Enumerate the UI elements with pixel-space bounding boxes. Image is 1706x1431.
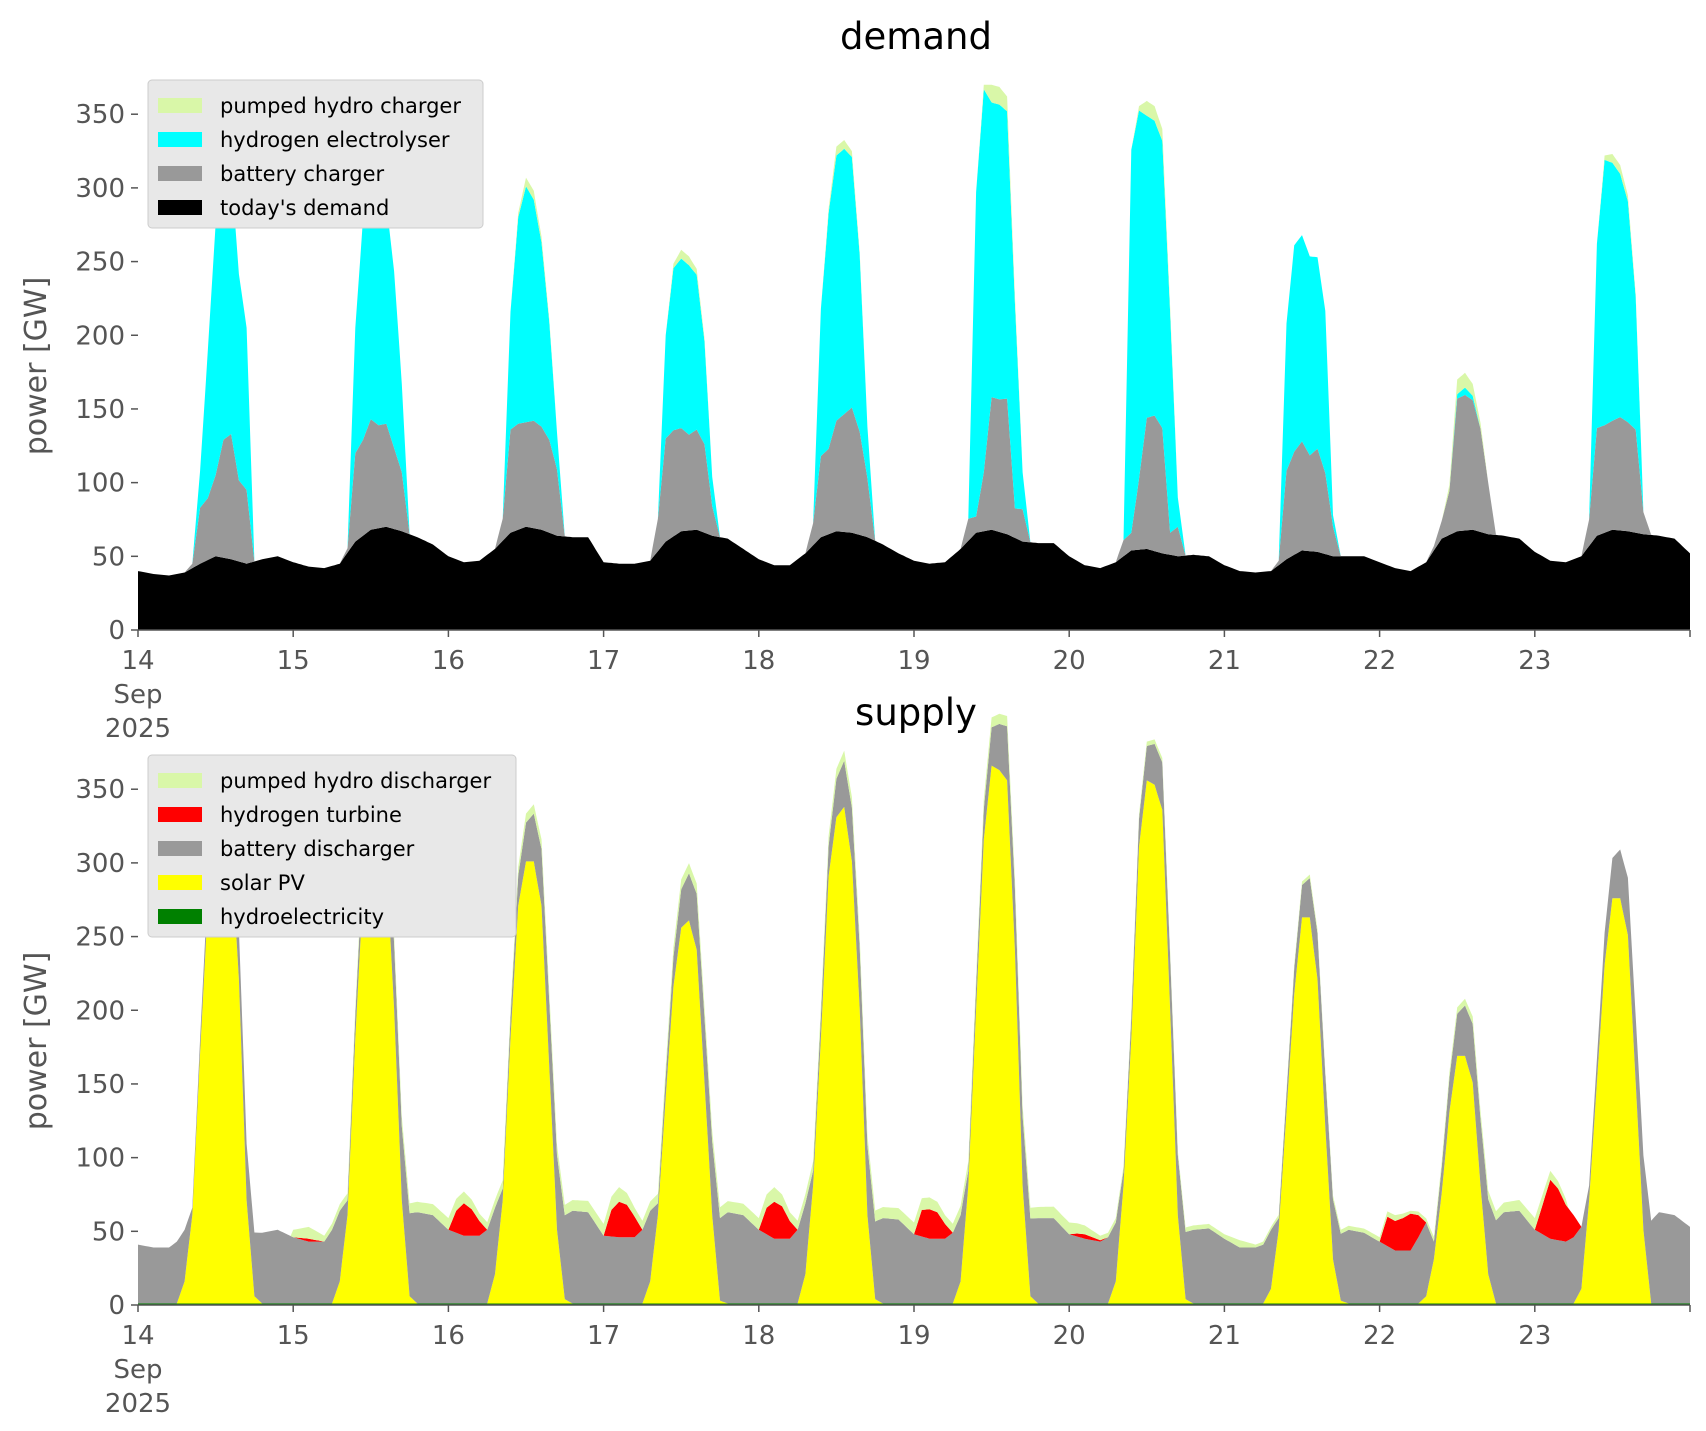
demand-x-tick-label: 20 bbox=[1053, 646, 1086, 676]
supply-y-axis-label: power [GW] bbox=[19, 952, 54, 1131]
supply-title: supply bbox=[855, 691, 977, 734]
supply-legend-swatch-hydrogen-turbine bbox=[158, 807, 202, 822]
supply-legend-label-pumped-hydro-discharger: pumped hydro discharger bbox=[220, 769, 491, 793]
supply-x-tick-label: 22 bbox=[1363, 1321, 1396, 1351]
demand-panel: demand power [GW] 0 50 100 150 200 250 300 350 1… bbox=[19, 15, 1691, 744]
supply-y-tick-label: 100 bbox=[75, 1144, 125, 1174]
demand-x-tick-label: 21 bbox=[1208, 646, 1241, 676]
demand-legend-swatch-hydrogen-electrolyser bbox=[158, 132, 202, 147]
supply-x-tick-label: 16 bbox=[432, 1321, 465, 1351]
demand-y-tick-label: 150 bbox=[75, 395, 125, 425]
supply-x-tick-label: 17 bbox=[587, 1321, 620, 1351]
demand-x-tick-label: 18 bbox=[742, 646, 775, 676]
demand-area-today-s-demand bbox=[138, 526, 1690, 630]
demand-x-tick-label: 23 bbox=[1518, 646, 1551, 676]
demand-legend: pumped hydro charger hydrogen electrolyse… bbox=[147, 79, 484, 229]
demand-y-tick-label: 350 bbox=[75, 100, 125, 130]
supply-y-tick-label: 200 bbox=[75, 996, 125, 1026]
supply-legend-swatch-pumped-hydro-discharger bbox=[158, 773, 202, 788]
demand-x-tick-label: 22 bbox=[1363, 646, 1396, 676]
demand-x-tick-label: 19 bbox=[897, 646, 930, 676]
supply-x-tick-label: Sep bbox=[113, 1355, 162, 1385]
demand-y-tick-label: 300 bbox=[75, 174, 125, 204]
supply-legend-label-solar-pv: solar PV bbox=[220, 871, 305, 895]
supply-legend: pumped hydro discharger hydrogen turbine b… bbox=[147, 754, 517, 938]
supply-legend-swatch-hydroelectricity bbox=[158, 909, 202, 924]
supply-x-tick-label: 18 bbox=[742, 1321, 775, 1351]
supply-x-tick-label: 21 bbox=[1208, 1321, 1241, 1351]
supply-area-battery-discharger bbox=[138, 723, 1690, 1304]
supply-y-tick-label: 250 bbox=[75, 923, 125, 953]
supply-x-tick-label: 14 bbox=[121, 1321, 154, 1351]
demand-area-battery-charger bbox=[138, 394, 1690, 576]
demand-x-tick-label: Sep bbox=[113, 680, 162, 710]
supply-legend-label-hydroelectricity: hydroelectricity bbox=[220, 905, 384, 929]
supply-legend-box bbox=[147, 754, 517, 938]
demand-x-tick-label: 14 bbox=[121, 646, 154, 676]
demand-y-tick-label: 50 bbox=[92, 542, 125, 572]
demand-legend-swatch-today-s-demand bbox=[158, 200, 202, 215]
demand-y-tick-label: 0 bbox=[108, 616, 125, 646]
supply-x-tick-label: 15 bbox=[277, 1321, 310, 1351]
supply-y-tick-label: 0 bbox=[108, 1291, 125, 1321]
demand-legend-label-battery-charger: battery charger bbox=[220, 162, 385, 186]
supply-y-tick-label: 350 bbox=[75, 775, 125, 805]
supply-area-solar-pv bbox=[138, 765, 1690, 1304]
demand-y-tick-label: 250 bbox=[75, 248, 125, 278]
supply-legend-label-battery-discharger: battery discharger bbox=[220, 837, 415, 861]
supply-legend-swatch-solar-pv bbox=[158, 875, 202, 890]
demand-y-tick-label: 100 bbox=[75, 469, 125, 499]
demand-title: demand bbox=[840, 15, 992, 58]
supply-x-tick-label: 2025 bbox=[105, 1389, 171, 1419]
supply-legend-label-hydrogen-turbine: hydrogen turbine bbox=[220, 803, 402, 827]
demand-x-tick-label: 15 bbox=[277, 646, 310, 676]
supply-plot-area: 0 50 100 150 200 250 300 350 14 Sep 2025 15 16 17 18 19… bbox=[75, 713, 1691, 1419]
demand-y-axis-label: power [GW] bbox=[19, 277, 54, 456]
supply-x-tick-label: 23 bbox=[1518, 1321, 1551, 1351]
demand-legend-box bbox=[147, 79, 484, 229]
supply-y-tick-label: 50 bbox=[92, 1217, 125, 1247]
supply-x-tick-label: 20 bbox=[1053, 1321, 1086, 1351]
demand-x-tick-label: 17 bbox=[587, 646, 620, 676]
supply-x-tick-label: 19 bbox=[897, 1321, 930, 1351]
demand-x-tick-label: 2025 bbox=[105, 714, 171, 744]
demand-x-tick-label: 16 bbox=[432, 646, 465, 676]
demand-plot-area: 0 50 100 150 200 250 300 350 14 Sep 2025 15 16 17 18 19… bbox=[75, 84, 1691, 744]
supply-y-tick-label: 300 bbox=[75, 849, 125, 879]
demand-area-hydrogen-electrolyser bbox=[138, 89, 1690, 576]
demand-legend-swatch-battery-charger bbox=[158, 166, 202, 181]
supply-legend-swatch-battery-discharger bbox=[158, 841, 202, 856]
supply-y-tick-label: 150 bbox=[75, 1070, 125, 1100]
demand-legend-label-today-s-demand: today's demand bbox=[220, 196, 389, 220]
demand-legend-swatch-pumped-hydro-charger bbox=[158, 98, 202, 113]
supply-panel: supply power [GW] 0 50 100 150 200 250 300 350 1… bbox=[19, 691, 1691, 1419]
demand-y-tick-label: 200 bbox=[75, 321, 125, 351]
demand-legend-label-hydrogen-electrolyser: hydrogen electrolyser bbox=[220, 128, 450, 152]
demand-legend-label-pumped-hydro-charger: pumped hydro charger bbox=[220, 94, 461, 118]
